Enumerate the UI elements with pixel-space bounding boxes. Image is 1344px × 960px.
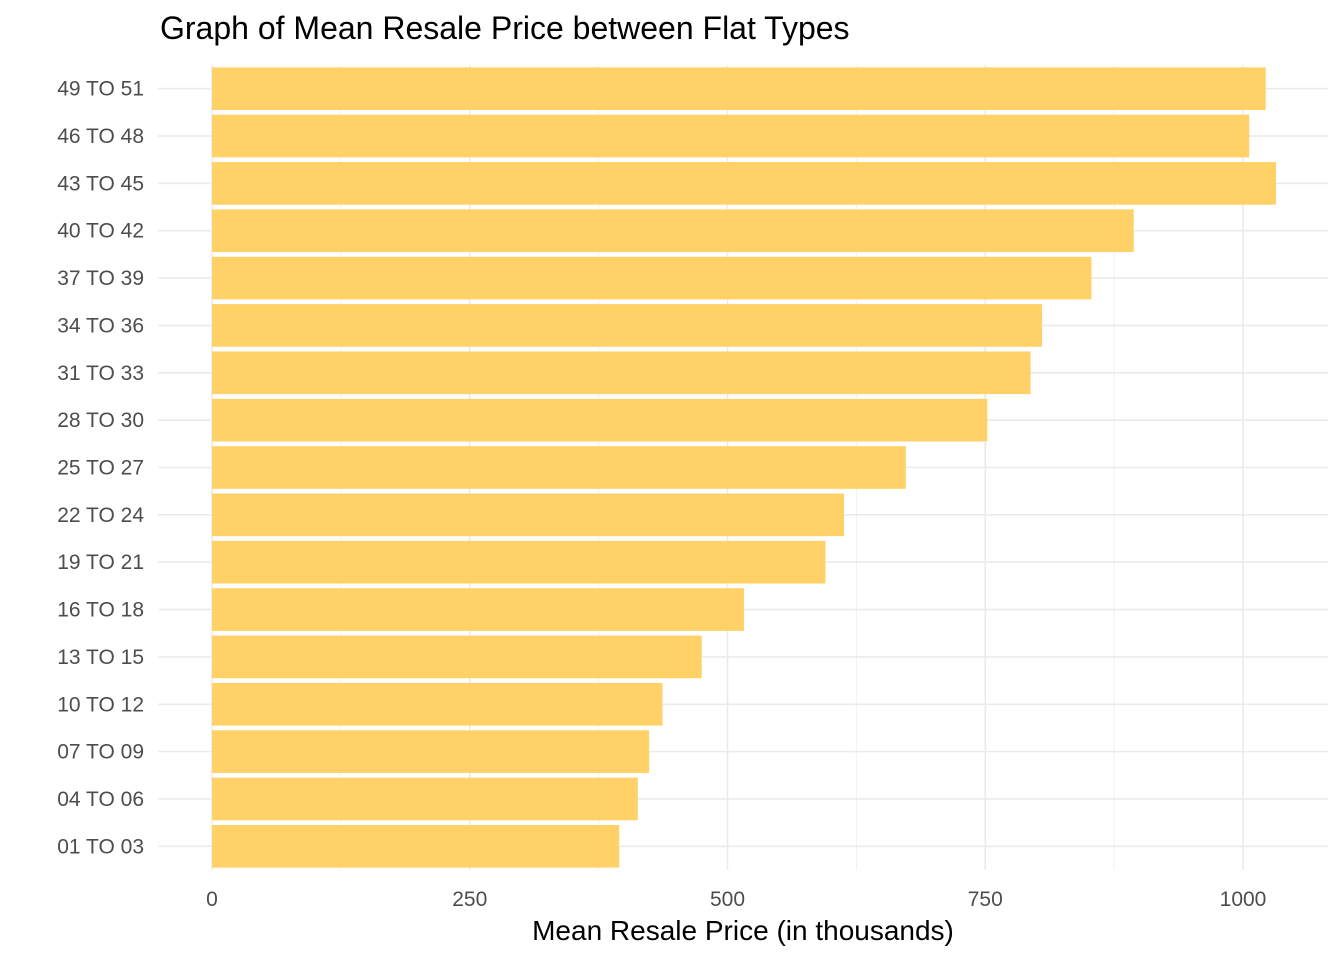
- y-tick-label: 40 TO 42: [57, 220, 144, 243]
- y-tick-label: 13 TO 15: [57, 646, 144, 669]
- x-axis-tick-labels: 0 250 500 750 1000: [206, 888, 1266, 911]
- bar: [212, 635, 702, 679]
- bar: [212, 67, 1266, 110]
- y-tick-label: 07 TO 09: [57, 741, 144, 764]
- bar: [212, 304, 1042, 347]
- chart-title: Graph of Mean Resale Price between Flat …: [160, 10, 850, 46]
- x-tick-label: 750: [968, 888, 1003, 911]
- bar: [212, 777, 638, 821]
- y-tick-label: 37 TO 39: [57, 267, 144, 290]
- bar: [212, 540, 826, 584]
- bar: [212, 682, 663, 726]
- bar: [212, 209, 1134, 253]
- x-axis-title: Mean Resale Price (in thousands): [532, 915, 954, 946]
- y-tick-label: 25 TO 27: [57, 457, 144, 480]
- bar: [212, 256, 1092, 300]
- bar: [212, 730, 650, 773]
- x-tick-label: 0: [206, 888, 218, 911]
- y-tick-label: 43 TO 45: [57, 172, 144, 195]
- y-tick-label: 19 TO 21: [57, 551, 144, 574]
- bar: [212, 825, 620, 868]
- bars: [212, 67, 1276, 868]
- x-tick-label: 500: [710, 888, 745, 911]
- x-tick-label: 250: [452, 888, 487, 911]
- y-tick-label: 01 TO 03: [57, 835, 144, 858]
- bar: [212, 351, 1031, 395]
- bar: [212, 162, 1276, 205]
- bar: [212, 398, 988, 442]
- y-tick-label: 10 TO 12: [57, 693, 144, 716]
- y-tick-label: 28 TO 30: [57, 409, 144, 432]
- bar: [212, 588, 744, 631]
- bar: [212, 446, 906, 489]
- y-tick-label: 46 TO 48: [57, 125, 144, 148]
- y-axis-tick-labels: 01 TO 03 04 TO 06 07 TO 09 10 TO 12 13 TO 15…: [57, 78, 144, 859]
- y-tick-label: 49 TO 51: [57, 78, 144, 101]
- bar: [212, 493, 845, 537]
- y-tick-label: 04 TO 06: [57, 788, 144, 811]
- y-tick-label: 22 TO 24: [57, 504, 144, 527]
- y-tick-label: 34 TO 36: [57, 314, 144, 337]
- x-tick-label: 1000: [1220, 888, 1267, 911]
- y-tick-label: 31 TO 33: [57, 362, 144, 385]
- y-tick-label: 16 TO 18: [57, 599, 144, 622]
- bar: [212, 114, 1250, 158]
